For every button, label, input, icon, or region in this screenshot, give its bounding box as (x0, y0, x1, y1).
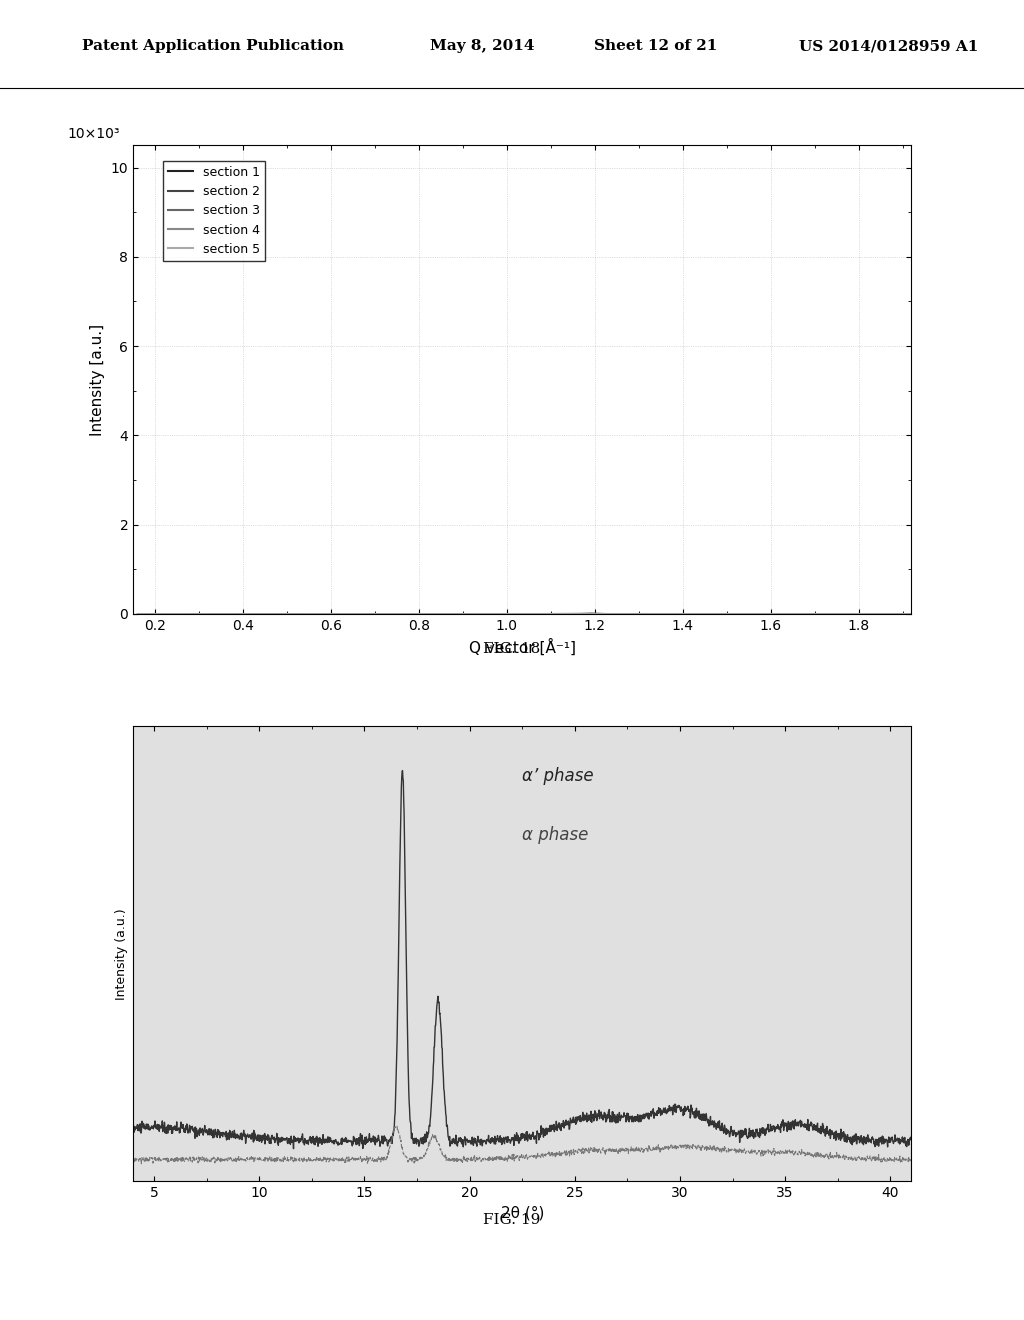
Y-axis label: Intensity (a.u.): Intensity (a.u.) (115, 908, 128, 999)
Text: Sheet 12 of 21: Sheet 12 of 21 (594, 40, 717, 53)
Text: FIG. 19: FIG. 19 (483, 1213, 541, 1226)
Text: US 2014/0128959 A1: US 2014/0128959 A1 (799, 40, 978, 53)
Text: 10×10³: 10×10³ (67, 127, 120, 140)
Text: May 8, 2014: May 8, 2014 (430, 40, 535, 53)
X-axis label: Q vector [Å⁻¹]: Q vector [Å⁻¹] (469, 638, 575, 656)
Text: Patent Application Publication: Patent Application Publication (82, 40, 344, 53)
Text: α’ phase: α’ phase (522, 767, 594, 784)
Text: α phase: α phase (522, 826, 589, 843)
Y-axis label: Intensity [a.u.]: Intensity [a.u.] (90, 323, 105, 436)
Legend: section 1, section 2, section 3, section 4, section 5: section 1, section 2, section 3, section… (163, 161, 265, 261)
Text: FIG. 18: FIG. 18 (483, 643, 541, 656)
X-axis label: 2θ (°): 2θ (°) (501, 1205, 544, 1221)
